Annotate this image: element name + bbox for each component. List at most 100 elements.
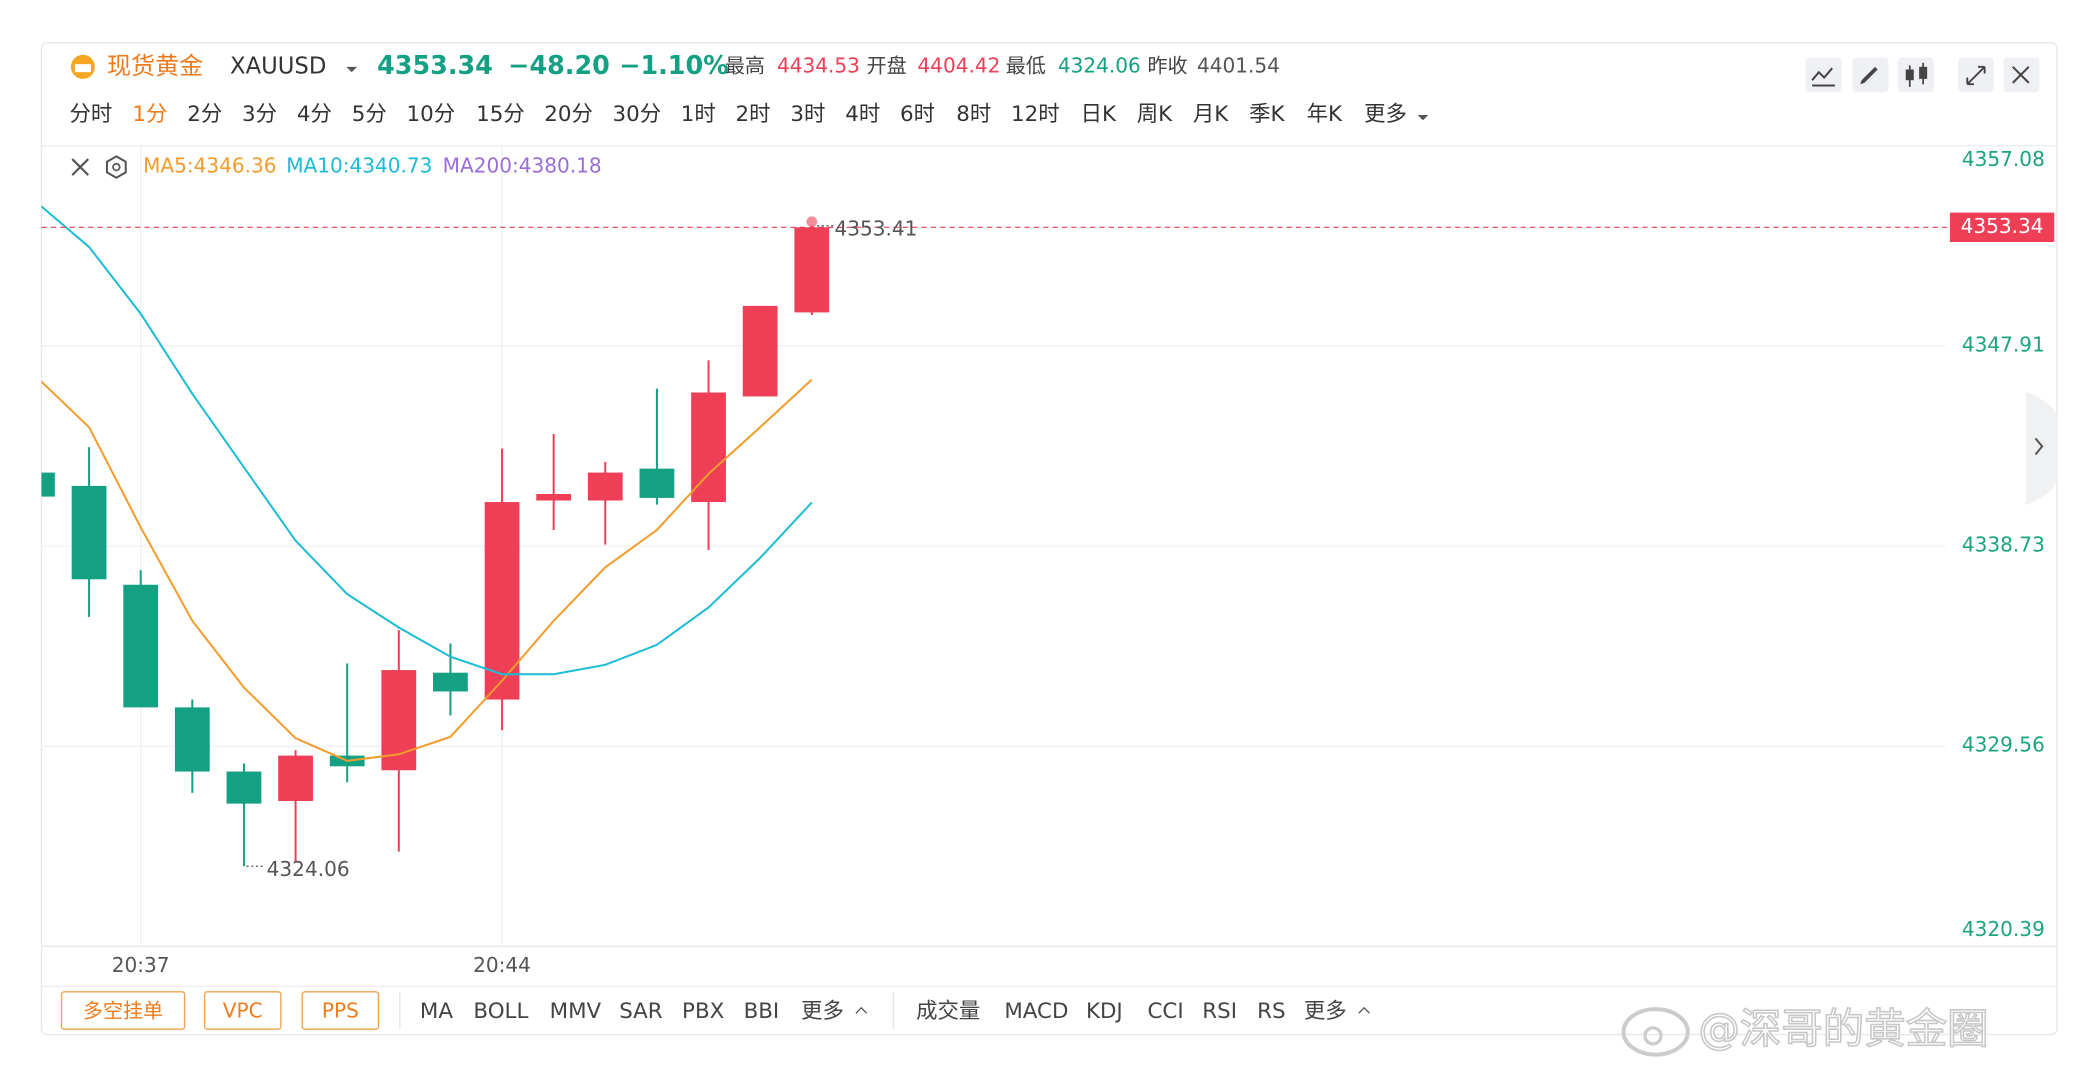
period-tab[interactable]: 年K	[1307, 102, 1343, 127]
more-caret[interactable]	[1358, 1006, 1370, 1014]
stat-value: 4434.53	[777, 53, 860, 77]
toolbar-button[interactable]	[60, 991, 186, 1030]
period-tab[interactable]: 6时	[900, 102, 935, 127]
candle-body	[536, 493, 572, 501]
period-tab[interactable]: 更多	[1364, 102, 1407, 127]
main-indicator[interactable]: MA	[420, 999, 453, 1024]
expand-arrow[interactable]	[2034, 437, 2044, 456]
main-indicator[interactable]: PBX	[682, 999, 724, 1024]
period-tab[interactable]: 2时	[736, 102, 771, 127]
line-tool-glyph[interactable]	[1811, 67, 1835, 87]
change: −48.20	[508, 50, 610, 80]
period-tab[interactable]: 30分	[613, 102, 662, 127]
period-tab[interactable]: 20分	[544, 102, 593, 127]
fullscreen-glyph[interactable]	[1966, 65, 1986, 86]
last-dot	[806, 216, 818, 228]
y-tick-label: 4347.91	[1962, 332, 2045, 356]
legend-entry: MA200:4380.18	[443, 154, 602, 178]
period-tab[interactable]: 分时	[70, 102, 113, 127]
main-indicator[interactable]: BOLL	[473, 999, 528, 1024]
draw-tool-glyph[interactable]	[1860, 66, 1878, 85]
sub-indicator[interactable]: 更多	[1304, 999, 1347, 1024]
period-tab[interactable]: 8时	[956, 102, 991, 127]
gold-icon-bar	[74, 64, 91, 73]
legend-entry: MA10:4340.73	[286, 154, 432, 178]
max-label: 4353.41	[835, 216, 918, 240]
sub-indicator[interactable]: 成交量	[916, 999, 980, 1024]
stat-label: 最高	[725, 53, 765, 77]
settings-icon[interactable]	[105, 155, 127, 179]
stat-value: 4401.54	[1197, 53, 1280, 77]
more-caret[interactable]	[1417, 114, 1429, 121]
stat-label: 最低	[1006, 53, 1046, 77]
period-tab[interactable]: 周K	[1137, 102, 1173, 127]
period-tab[interactable]: 季K	[1249, 102, 1285, 127]
candle-body	[639, 468, 675, 498]
ma-line	[41, 205, 813, 676]
change-pct: −1.10%	[619, 50, 728, 80]
y-tick-label: 4357.08	[1962, 147, 2045, 171]
candle-tool[interactable]	[1897, 57, 1934, 93]
main-indicator[interactable]: MMV	[550, 999, 602, 1024]
period-tab[interactable]: 10分	[407, 102, 456, 127]
legend-entry: MA5:4346.36	[143, 154, 276, 178]
toolbar-button-label[interactable]: 多空挂单	[83, 998, 163, 1022]
candle-body	[41, 472, 55, 497]
settings-icon-dot[interactable]	[112, 162, 121, 172]
candle-tool-body[interactable]	[1919, 66, 1928, 79]
watermark: @深哥的黄金圈	[1698, 1005, 1988, 1053]
period-tab[interactable]: 1时	[681, 102, 716, 127]
stat-label: 开盘	[867, 53, 907, 77]
period-tab[interactable]: 15分	[476, 102, 525, 127]
main-indicator[interactable]: BBI	[744, 999, 780, 1024]
period-tab[interactable]: 4时	[845, 102, 880, 127]
period-tab[interactable]: 12时	[1011, 102, 1060, 127]
sub-indicator[interactable]: RSI	[1202, 999, 1237, 1024]
symbol-caret[interactable]	[346, 66, 358, 73]
toolbar-button[interactable]	[301, 991, 380, 1030]
main-indicator[interactable]: SAR	[619, 999, 663, 1024]
toolbar-button-label[interactable]: VPC	[223, 998, 263, 1022]
close-glyph[interactable]	[2012, 66, 2030, 84]
period-tab[interactable]: 3分	[242, 102, 277, 127]
period-tab[interactable]: 3时	[790, 102, 825, 127]
y-tick-label: 4338.73	[1962, 533, 2045, 557]
stat-label: 昨收	[1147, 53, 1187, 77]
y-tick-label: 4320.39	[1962, 917, 2045, 941]
candle-body	[71, 485, 107, 580]
candle-body	[278, 755, 313, 802]
toolbar-icons	[1805, 57, 2040, 93]
weibo-logo	[1621, 1007, 1690, 1057]
symbol[interactable]: XAUUSD	[230, 53, 326, 79]
price: 4353.34	[377, 50, 493, 80]
line-tool[interactable]	[1805, 57, 1842, 93]
sub-indicator[interactable]: RS	[1257, 999, 1285, 1024]
toolbar-button[interactable]	[203, 991, 282, 1030]
candle-body	[226, 771, 262, 804]
period-tab[interactable]: 4分	[297, 102, 332, 127]
close-indicator-icon[interactable]	[71, 158, 90, 176]
min-label: 4324.06	[267, 857, 350, 881]
card	[40, 42, 2058, 1036]
toolbar-button-label[interactable]: PPS	[322, 998, 359, 1022]
period-tab[interactable]: 5分	[352, 102, 387, 127]
main-indicator[interactable]: 更多	[801, 999, 844, 1024]
candle-body	[742, 305, 778, 397]
ma-line	[41, 378, 813, 762]
instrument-name: 现货黄金	[107, 52, 203, 80]
sub-indicator[interactable]: CCI	[1147, 999, 1183, 1024]
period-tab[interactable]: 月K	[1193, 102, 1229, 127]
candle-tool-body[interactable]	[1905, 69, 1914, 81]
more-caret[interactable]	[855, 1006, 868, 1014]
period-tab[interactable]: 日K	[1081, 102, 1117, 127]
candle-body	[433, 672, 468, 692]
period-tab[interactable]: 2分	[187, 102, 222, 127]
period-tab[interactable]: 1分	[132, 102, 167, 127]
x-tick-label: 20:44	[473, 953, 531, 977]
sub-indicator[interactable]: MACD	[1004, 999, 1068, 1024]
last-price-label: 4353.34	[1961, 214, 2044, 238]
sub-indicator[interactable]: KDJ	[1086, 999, 1123, 1024]
weibo-logo-eye	[1643, 1026, 1663, 1046]
candle-body	[587, 472, 623, 501]
